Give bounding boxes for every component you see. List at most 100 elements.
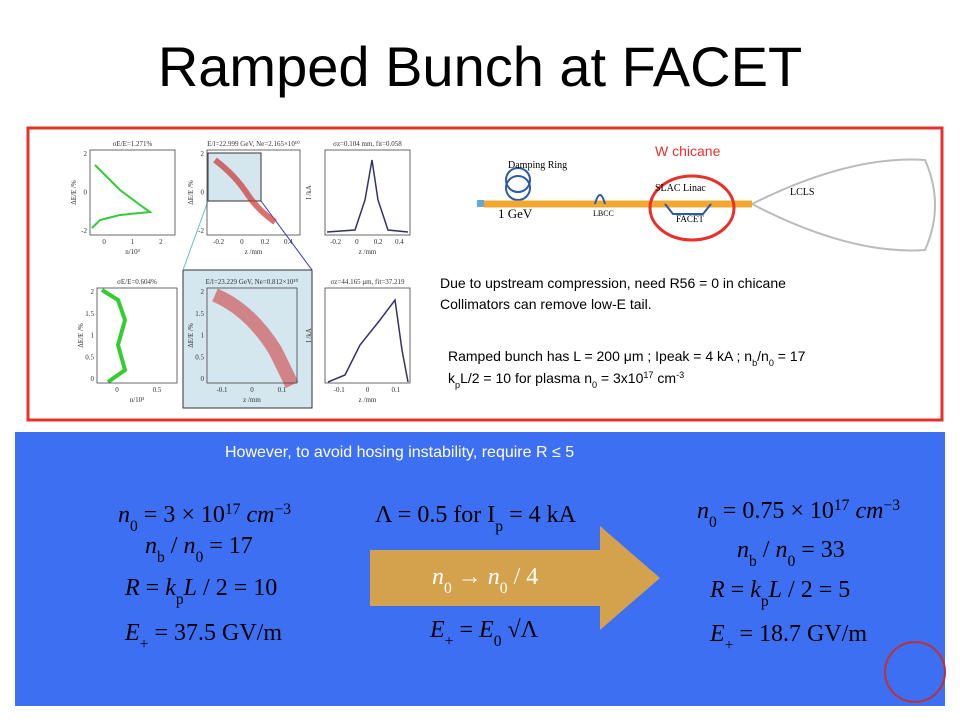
plot-curve [326, 159, 409, 233]
text-piece: = 3x10 [597, 370, 644, 386]
text-piece: b [157, 549, 165, 566]
text-piece: 17 [834, 497, 850, 514]
text-piece: / [165, 533, 184, 559]
y-tick-label: 1.5 [195, 310, 204, 318]
plot-ylabel: I /kA [305, 185, 313, 200]
note: Due to upstream compression, need R56 = … [440, 275, 786, 291]
plot-xlabel: n/10³ [125, 248, 140, 256]
text-piece: −3 [274, 501, 291, 518]
rich-text: nb / n0 = 33 [737, 537, 845, 570]
plot-title: E/l=22.999 GeV, Ne=2.165×10¹⁰ [207, 140, 300, 148]
x-tick-label: -0.2 [213, 238, 225, 246]
diagram-label: LBCC [593, 209, 614, 218]
zoom-line [260, 200, 313, 271]
text-piece: L [183, 575, 197, 601]
text-piece: p [176, 591, 184, 608]
text-piece: 0 [709, 514, 717, 531]
y-tick-label: -2 [198, 227, 204, 235]
rich-text: kpL/2 = 10 for plasma n0 = 3x1017 cm-3 [448, 370, 684, 390]
text-piece: 0 [787, 553, 795, 570]
text-piece: = [140, 575, 166, 601]
text-piece: n [432, 564, 444, 590]
plot-xlabel: n/10³ [130, 396, 145, 404]
text-piece: = 17 [774, 348, 806, 364]
text-piece: = 0.75 × 10 [717, 498, 834, 524]
text-piece: n [697, 498, 709, 524]
plot-frame [324, 149, 411, 236]
rich-text: R = kpL / 2 = 5 [709, 577, 850, 610]
plot-xlabel: z /mm [243, 396, 261, 404]
text-piece: 17 [225, 501, 241, 518]
x-tick-label: 0 [250, 386, 254, 394]
y-tick-label: 2 [201, 288, 205, 296]
plot-curve [100, 288, 128, 384]
text-piece: 0 [769, 358, 774, 368]
text-piece: p [495, 518, 503, 535]
bottom-heading: However, to avoid hosing instability, re… [225, 444, 574, 461]
text-piece: / 2 = 5 [782, 577, 850, 603]
text-piece: = 37.5 GV/m [148, 620, 282, 646]
text-piece: 0 [444, 580, 452, 597]
x-tick-label: -0.2 [330, 238, 342, 246]
text-piece: cm [654, 370, 677, 386]
y-tick-label: 2 [201, 150, 205, 158]
plot-frame [206, 149, 301, 236]
y-tick-label: 0.5 [85, 353, 94, 361]
rich-text: nb / n0 = 17 [145, 533, 253, 566]
x-tick-label: -0.1 [334, 386, 346, 394]
beamline-diagram [477, 158, 936, 252]
text-piece: E [124, 620, 140, 646]
text-piece: √Λ [501, 617, 538, 643]
text-piece: + [445, 633, 454, 650]
diagram-label: FACET [676, 214, 704, 224]
rich-text: R = kpL / 2 = 10 [124, 575, 277, 608]
y-tick-label: 1.5 [85, 310, 94, 318]
text-piece: n [737, 537, 749, 563]
text-piece: b [749, 553, 757, 570]
text-piece: 17 [643, 370, 653, 380]
text-piece: E [429, 617, 445, 643]
text-piece: n [145, 533, 157, 559]
plot-frame [96, 287, 178, 384]
arrow [370, 526, 660, 630]
rich-text: E+ = 18.7 GV/m [709, 621, 867, 654]
x-tick-label: 0 [240, 238, 244, 246]
plot-title: E/l=23.229 GeV, Ne=0.812×10¹⁰ [206, 278, 299, 286]
text-piece: /n [757, 348, 769, 364]
diagram-label: 1 GeV [498, 206, 533, 221]
text-piece: E [478, 617, 494, 643]
text-piece: + [725, 637, 734, 654]
y-tick-label: 0.5 [195, 353, 204, 361]
y-tick-label: 2 [91, 288, 95, 296]
text-piece: p [761, 593, 769, 610]
diagram-label: SLAC Linac [655, 183, 706, 194]
plot-ylabel: ΔE/E /% [77, 323, 85, 348]
plot-title: σE/E=1.271% [113, 140, 153, 148]
text-piece: E [709, 621, 725, 647]
diagram-label: LCLS [790, 187, 814, 198]
text-piece: / 4 [508, 564, 539, 590]
y-tick-label: 2 [84, 150, 88, 158]
y-tick-label: 0 [201, 189, 205, 197]
x-tick-label: 0 [115, 386, 119, 394]
y-tick-label: 0 [84, 189, 88, 197]
text-piece: cm [240, 502, 274, 528]
text-piece: + [140, 636, 149, 653]
rich-text: Ramped bunch has L = 200 μm ; Ipeak = 4 … [448, 348, 806, 368]
plot-ylabel: ΔE/E /% [70, 180, 78, 205]
x-tick-label: -0.1 [216, 386, 228, 394]
text-piece: R [709, 577, 725, 603]
text-piece: → [452, 564, 488, 590]
y-tick-label: 1 [91, 332, 95, 340]
text-piece: L/2 = 10 for plasma n [460, 370, 592, 386]
plot-frame [324, 287, 411, 384]
text-piece: = [453, 617, 479, 643]
x-tick-label: 0.4 [284, 238, 293, 246]
plot-curve [212, 288, 299, 388]
x-tick-label: 0.5 [153, 386, 162, 394]
text-piece: k [165, 575, 176, 601]
text-piece: Ramped bunch has L = 200 μm ; Ipeak = 4 … [448, 348, 752, 364]
plot-title: σz=44.165 μm, fit=37.219 [331, 278, 405, 286]
text-piece: cm [849, 498, 883, 524]
rich-text: n0 → n0 / 4 [432, 564, 538, 597]
